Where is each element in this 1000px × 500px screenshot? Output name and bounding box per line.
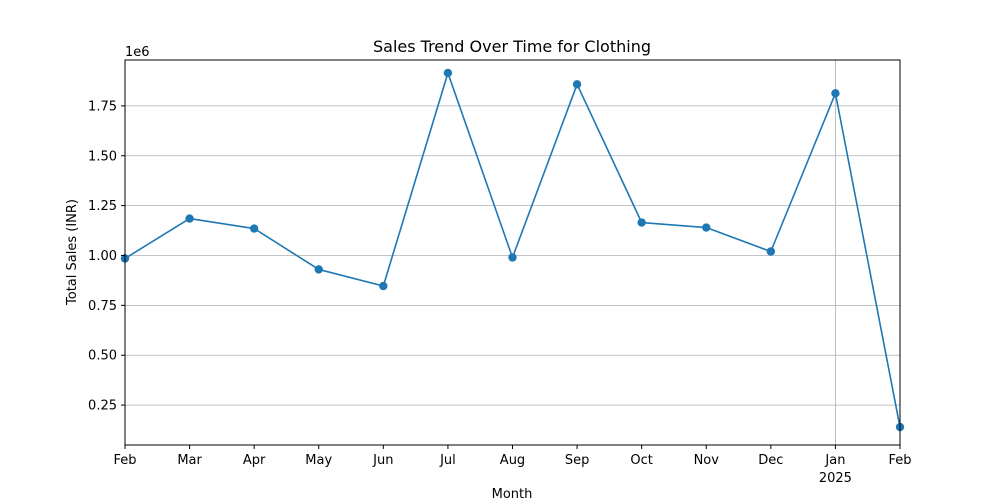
grid-lines bbox=[125, 60, 900, 445]
x-tick-label: Jun bbox=[372, 453, 393, 468]
x-tick-label: May bbox=[305, 453, 332, 468]
y-axis-offset-label: 1e6 bbox=[125, 45, 150, 60]
data-point bbox=[831, 89, 840, 98]
data-point bbox=[249, 224, 259, 233]
x-tick-label: Sep bbox=[565, 453, 590, 468]
data-point bbox=[443, 68, 453, 78]
data-point bbox=[185, 214, 194, 223]
x-tick-label: Feb bbox=[113, 453, 136, 468]
x-tick-label: Nov bbox=[694, 453, 720, 468]
series-points-layer bbox=[120, 68, 905, 432]
x-tick-label: Jan bbox=[824, 453, 845, 468]
y-tick-label: 1.25 bbox=[88, 199, 117, 214]
y-axis-label: Total Sales (INR) bbox=[65, 199, 80, 306]
x-tick-label: Dec bbox=[758, 453, 783, 468]
x-axis-ticks: Feb Mar Apr May Jun Jul Aug Sep Oct Nov Dec Jan 2025… bbox=[113, 445, 912, 486]
x-tick-label: Oct bbox=[630, 453, 652, 468]
data-point bbox=[314, 265, 323, 274]
data-point bbox=[637, 218, 646, 227]
x-tick-label: Feb bbox=[888, 453, 911, 468]
data-point bbox=[379, 281, 388, 291]
x-tick-label: Apr bbox=[243, 453, 266, 468]
x-tick-label: Jul bbox=[439, 453, 456, 468]
y-axis-ticks: 0.25 0.50 0.75 1.00 1.25 1.50 1.75 bbox=[88, 99, 125, 414]
y-tick-label: 1.00 bbox=[88, 249, 117, 264]
data-point bbox=[508, 253, 517, 262]
y-tick-label: 0.25 bbox=[88, 399, 117, 414]
y-tick-label: 1.50 bbox=[88, 149, 117, 164]
x-axis-label: Month bbox=[492, 487, 533, 500]
data-point bbox=[702, 223, 711, 232]
chart-title: Sales Trend Over Time for Clothing bbox=[373, 37, 651, 56]
data-point bbox=[572, 80, 582, 89]
y-tick-label: 0.75 bbox=[88, 299, 117, 314]
x-tick-sublabel: 2025 bbox=[819, 471, 852, 486]
y-tick-label: 1.75 bbox=[88, 99, 117, 114]
x-tick-label: Aug bbox=[500, 453, 525, 468]
x-tick-label: Mar bbox=[177, 453, 202, 468]
y-tick-label: 0.50 bbox=[88, 349, 117, 364]
data-point bbox=[766, 247, 776, 256]
